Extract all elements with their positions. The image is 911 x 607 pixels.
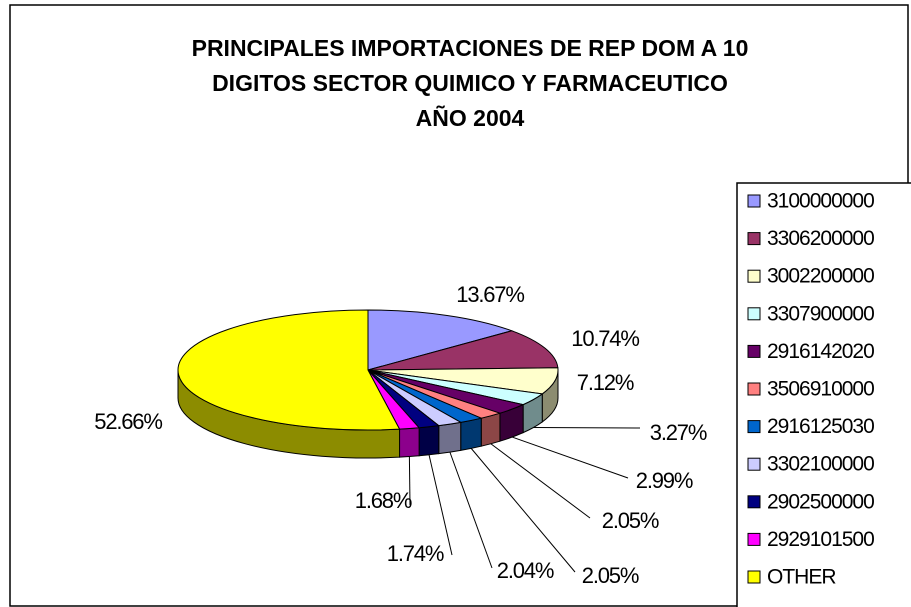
leader-line [428,454,453,556]
legend-swatch [747,307,761,321]
legend-swatch [747,344,761,358]
leader-line [533,426,641,429]
leader-line [490,443,591,519]
data-label: 2.05% [602,508,659,533]
legend-label: 3302100000 [767,453,874,476]
legend-label: 3002200000 [767,265,874,288]
leader-line [511,436,629,479]
leader-line [449,451,493,569]
slice-side [438,421,462,455]
legend-swatch [747,420,761,434]
legend-swatch [747,194,761,208]
data-label: 2.99% [636,468,693,493]
legend-swatch [747,532,761,546]
data-label: 52.66% [94,409,162,434]
chart-title: AÑO 2004 [416,104,525,131]
legend-label: 2929101500 [767,528,874,551]
legend-swatch [747,495,761,509]
legend-swatch [747,457,761,471]
slice [177,309,401,431]
data-label: 2.05% [582,563,639,588]
slice-side [480,412,501,447]
chart-title: PRINCIPALES IMPORTACIONES DE REP DOM A 1… [192,35,749,61]
data-label: 10.74% [571,326,639,351]
slice [367,309,514,371]
slice [367,330,559,371]
data-label: 13.67% [456,282,524,307]
data-label: 1.68% [355,488,412,513]
chart-title: DIGITOS SECTOR QUIMICO Y FARMACEUTICO [212,70,728,96]
legend-label: 2916125030 [767,415,874,438]
legend-label: 2902500000 [767,490,874,513]
legend-label: 2916142020 [767,340,874,363]
slice-side [399,427,420,458]
legend-swatch [747,269,761,283]
slice-side [460,417,482,451]
legend-swatch [747,570,761,584]
data-label: 2.04% [497,558,554,583]
legend-label: 3307900000 [767,302,874,325]
data-label: 3.27% [650,420,707,445]
data-label: 7.12% [577,370,634,395]
legend-swatch [747,232,761,246]
legend-swatch [747,382,761,396]
legend-label: 3100000000 [767,190,874,213]
legend-label: 3506910000 [767,378,874,401]
legend-label: OTHER [767,566,836,589]
legend-label: 3306200000 [767,227,874,250]
legend-box [736,182,911,607]
leader-line [470,448,576,573]
leader-line [408,456,411,506]
data-label: 1.74% [387,541,444,566]
slice-side [418,425,440,457]
